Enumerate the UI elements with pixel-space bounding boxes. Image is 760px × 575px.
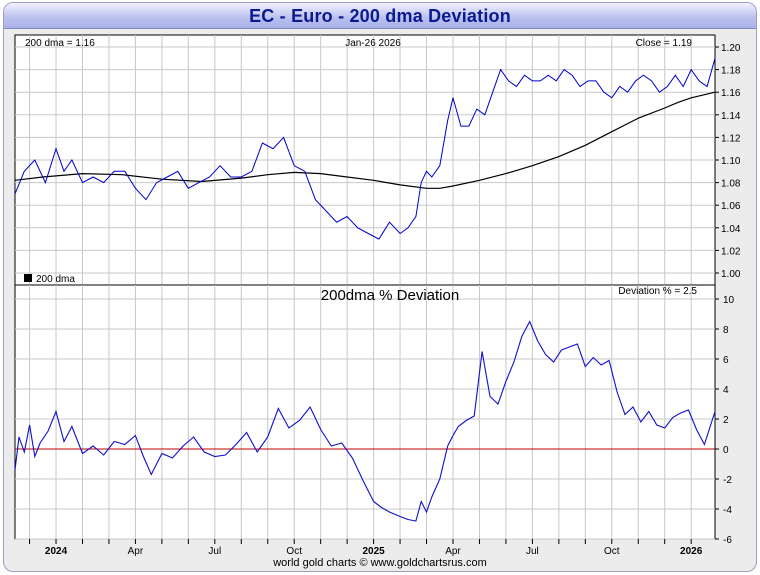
price-y-tick-label: 1.02 bbox=[721, 246, 741, 257]
footer-credit: world gold charts © www.goldchartsrus.co… bbox=[273, 557, 487, 569]
price-y-tick-label: 1.20 bbox=[721, 43, 741, 54]
deviation-y-tick-label: -6 bbox=[723, 535, 732, 546]
dma-legend-label: 200 dma bbox=[36, 274, 75, 285]
deviation-y-tick-label: 2 bbox=[723, 415, 729, 426]
deviation-value-label: Deviation % = 2.5 bbox=[618, 286, 697, 297]
x-tick-label: 2025 bbox=[362, 546, 385, 557]
deviation-plot-area bbox=[14, 284, 716, 540]
x-axis: 2024 Apr Jul Oct 2025 Apr Jul Oct 2026 bbox=[29, 539, 703, 557]
price-y-tick-label: 1.16 bbox=[721, 88, 741, 99]
title-bar: EC - Euro - 200 dma Deviation bbox=[4, 3, 756, 29]
price-y-tick-label: 1.10 bbox=[721, 156, 741, 167]
x-tick-label: Jul bbox=[526, 546, 539, 557]
price-panel: 1.00 1.02 1.04 1.06 1.08 1.10 1.12 1.14 1.16 1.18… bbox=[14, 34, 741, 286]
price-y-tick-label: 1.14 bbox=[721, 111, 741, 122]
price-y-tick-label: 1.00 bbox=[721, 269, 741, 280]
price-y-tick-label: 1.12 bbox=[721, 133, 741, 144]
deviation-y-tick-label: 0 bbox=[723, 445, 729, 456]
x-tick-label: Apr bbox=[445, 546, 461, 557]
x-tick-label: Oct bbox=[604, 546, 620, 557]
x-tick-label: 2026 bbox=[680, 546, 703, 557]
price-y-tick-label: 1.18 bbox=[721, 66, 741, 77]
x-tick-label: Apr bbox=[128, 546, 144, 557]
chart-title: EC - Euro - 200 dma Deviation bbox=[249, 6, 511, 26]
deviation-title: 200dma % Deviation bbox=[321, 287, 459, 304]
price-y-tick-label: 1.04 bbox=[721, 224, 741, 235]
price-y-tick-label: 1.06 bbox=[721, 201, 741, 212]
deviation-panel: -6 -4 -2 0 2 4 6 8 10 200dma % Deviation Deviati… bbox=[14, 284, 735, 546]
dma-legend-swatch bbox=[24, 274, 32, 282]
deviation-line bbox=[14, 320, 716, 522]
x-tick-label: Oct bbox=[286, 546, 302, 557]
price-y-axis: 1.00 1.02 1.04 1.06 1.08 1.10 1.12 1.14 1.16 1.18… bbox=[715, 43, 741, 280]
deviation-y-tick-label: 8 bbox=[723, 325, 729, 336]
price-y-tick-label: 1.08 bbox=[721, 179, 741, 190]
deviation-y-tick-label: -4 bbox=[723, 505, 732, 516]
deviation-y-tick-label: 6 bbox=[723, 355, 729, 366]
x-tick-label: 2024 bbox=[45, 546, 68, 557]
deviation-y-tick-label: 10 bbox=[723, 295, 735, 306]
close-value-label: Close = 1.19 bbox=[636, 38, 693, 49]
dma-value-label: 200 dma = 1.16 bbox=[25, 38, 95, 49]
x-tick-label: Jul bbox=[208, 546, 221, 557]
dma-line bbox=[14, 91, 716, 189]
deviation-y-tick-label: 4 bbox=[723, 385, 729, 396]
price-line bbox=[14, 58, 716, 240]
deviation-y-tick-label: -2 bbox=[723, 475, 732, 486]
price-grid bbox=[15, 35, 715, 285]
date-label: Jan-26 2026 bbox=[345, 38, 401, 49]
deviation-y-axis: -6 -4 -2 0 2 4 6 8 10 bbox=[715, 295, 735, 546]
